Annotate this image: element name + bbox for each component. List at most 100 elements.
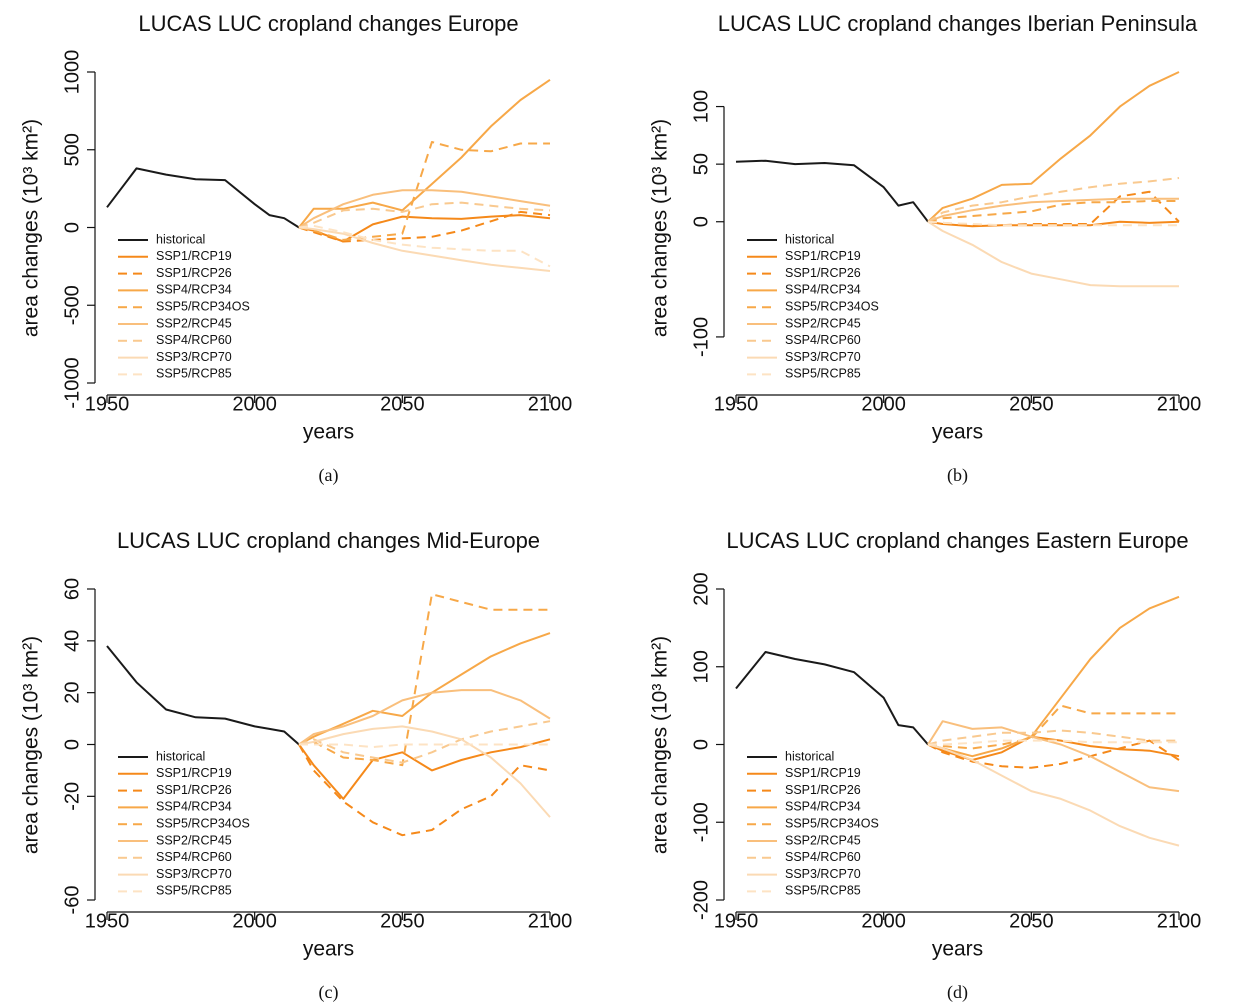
legend-label: SSP4/RCP60 (156, 850, 232, 864)
x-tick-label: 2000 (232, 393, 277, 415)
y-axis-label: area changes (10³ km²) (649, 119, 672, 337)
legend-label: SSP1/RCP19 (156, 249, 232, 263)
series-line (927, 704, 1179, 750)
chart-panel: LUCAS LUC cropland changes Europe 1950 200… (20, 11, 573, 486)
legend-label: SSP3/RCP70 (156, 867, 232, 881)
legend-label: SSP5/RCP85 (156, 884, 232, 898)
legend-label: SSP1/RCP19 (156, 766, 232, 780)
x-tick-label: 2000 (232, 910, 277, 932)
series-line (735, 159, 929, 223)
series-line (927, 735, 1180, 761)
series-line (927, 720, 1180, 793)
x-tick-label: 2050 (380, 910, 425, 932)
legend-label: SSP1/RCP26 (156, 266, 232, 280)
legend-label: SSP4/RCP34 (785, 283, 861, 297)
x-tick-label: 2100 (528, 910, 573, 932)
legend-label: SSP1/RCP26 (785, 783, 861, 797)
legend-label: SSP1/RCP26 (156, 783, 232, 797)
legend-label: historical (785, 749, 834, 763)
series-line (298, 201, 551, 229)
legend-label: SSP3/RCP70 (156, 350, 232, 364)
legend-label: historical (156, 749, 205, 763)
x-tick-label: 2100 (528, 393, 573, 415)
series-line (298, 744, 551, 837)
y-tick-label: 0 (690, 739, 712, 750)
series-line (298, 189, 551, 229)
y-tick-label: 50 (690, 153, 712, 175)
legend-label: SSP4/RCP34 (785, 800, 861, 814)
x-axis-label: years (932, 938, 983, 961)
series-line (927, 71, 1180, 223)
legend-label: SSP5/RCP34OS (156, 816, 250, 830)
series-line (298, 141, 550, 241)
legend-label: SSP1/RCP19 (785, 766, 861, 780)
chart-title: LUCAS LUC cropland changes Iberian Penin… (718, 11, 1198, 36)
y-tick-label: 100 (690, 650, 712, 683)
x-tick-label: 2000 (861, 393, 906, 415)
legend-label: SSP5/RCP85 (785, 367, 861, 381)
series-line (298, 226, 551, 272)
series-line (298, 738, 551, 800)
y-axis-label: area changes (10³ km²) (649, 636, 672, 854)
series-line (106, 167, 300, 229)
legend-label: SSP1/RCP19 (785, 249, 861, 263)
caption: (d) (947, 982, 968, 1003)
series-line (927, 220, 1179, 288)
x-axis-label: years (303, 938, 354, 961)
legend-label: SSP5/RCP34OS (785, 816, 879, 830)
series-line (298, 593, 550, 767)
legend-label: SSP3/RCP70 (785, 350, 861, 364)
y-axis-label: area changes (10³ km²) (20, 119, 43, 337)
chart-title: LUCAS LUC cropland changes Mid-Europe (117, 528, 540, 553)
legend-label: SSP4/RCP60 (785, 333, 861, 347)
series-line (927, 743, 1180, 847)
series-line (298, 725, 551, 818)
legend-label: SSP5/RCP85 (156, 367, 232, 381)
series-line (927, 595, 1180, 758)
x-tick-label: 2000 (861, 910, 906, 932)
legend-label: historical (785, 232, 834, 246)
series-line (298, 224, 551, 268)
legend-label: SSP2/RCP45 (156, 316, 232, 330)
y-tick-label: 500 (61, 133, 83, 166)
y-tick-label: 20 (61, 682, 83, 704)
x-tick-label: 2100 (1157, 910, 1202, 932)
series-line (927, 220, 1180, 228)
series-line (927, 739, 1180, 769)
chart-title: LUCAS LUC cropland changes Europe (138, 11, 518, 36)
series-line (298, 689, 551, 746)
y-tick-label: -100 (690, 317, 712, 357)
x-tick-label: 2050 (1009, 393, 1054, 415)
series-line (927, 197, 1179, 223)
x-tick-label: 1950 (714, 910, 759, 932)
caption: (a) (319, 465, 339, 486)
series-line (298, 78, 551, 229)
y-axis-label: area changes (10³ km²) (20, 636, 43, 854)
y-tick-label: -500 (61, 285, 83, 325)
legend-label: SSP5/RCP34OS (785, 299, 879, 313)
legend-label: SSP2/RCP45 (156, 833, 232, 847)
y-tick-label: -100 (690, 802, 712, 842)
y-tick-label: -60 (61, 886, 83, 915)
x-tick-label: 2100 (1157, 393, 1202, 415)
series-line (299, 743, 550, 749)
y-tick-label: 0 (61, 739, 83, 750)
chart-panel: LUCAS LUC cropland changes Iberian Penin… (649, 11, 1202, 486)
legend-label: SSP2/RCP45 (785, 833, 861, 847)
x-tick-label: 1950 (714, 393, 759, 415)
x-axis-label: years (303, 421, 354, 444)
y-tick-label: 1000 (61, 50, 83, 95)
series-line (927, 177, 1180, 223)
series-line (298, 720, 551, 764)
x-tick-label: 2050 (380, 393, 425, 415)
series-line (927, 729, 1179, 746)
legend-label: SSP4/RCP60 (156, 333, 232, 347)
x-axis-label: years (932, 421, 983, 444)
series-line (298, 210, 551, 243)
y-tick-label: 100 (690, 90, 712, 123)
y-tick-label: -1000 (61, 357, 83, 408)
caption: (c) (319, 982, 339, 1003)
y-tick-label: 0 (690, 216, 712, 227)
legend-label: SSP3/RCP70 (785, 867, 861, 881)
